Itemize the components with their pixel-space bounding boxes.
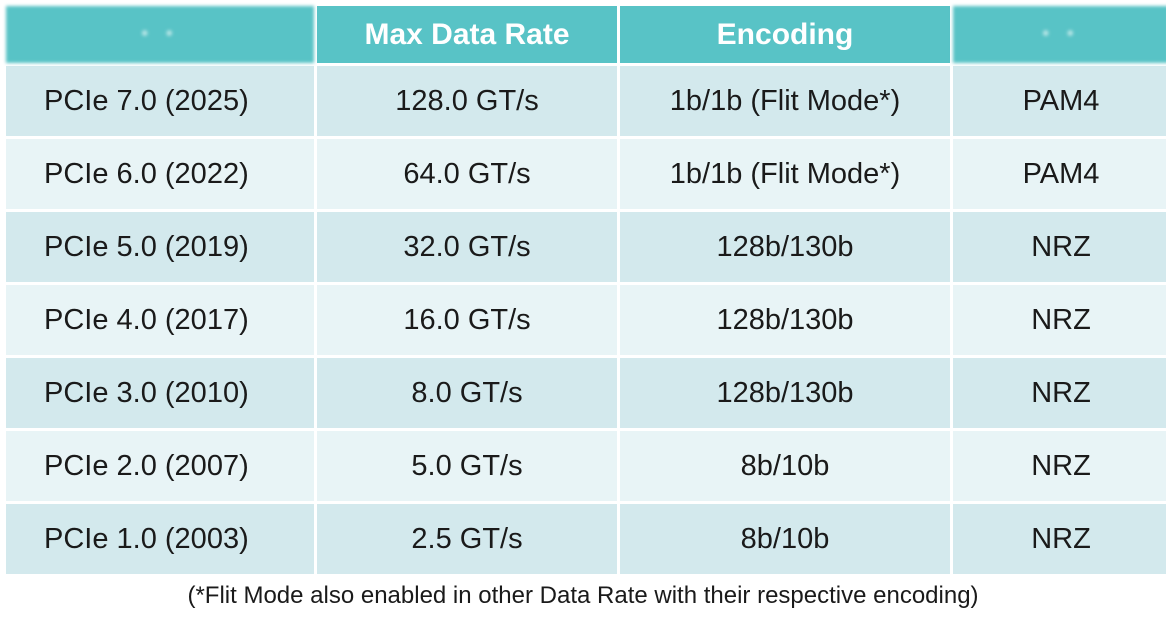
- table-cell-version: PCIe 1.0 (2003): [6, 504, 314, 574]
- table-cell-version: PCIe 6.0 (2022): [6, 139, 314, 209]
- table-cell-encoding: 1b/1b (Flit Mode*): [620, 66, 950, 136]
- header-cell-4: • •: [953, 6, 1166, 63]
- table-cell-version: PCIe 4.0 (2017): [6, 285, 314, 355]
- table-cell-signaling: NRZ: [953, 358, 1166, 428]
- table-cell-signaling: NRZ: [953, 285, 1166, 355]
- table-cell-rate: 8.0 GT/s: [317, 358, 617, 428]
- footnote: (*Flit Mode also enabled in other Data R…: [187, 582, 979, 609]
- table-cell-version: PCIe 5.0 (2019): [6, 212, 314, 282]
- pcie-comparison-table: • • Max Data Rate Encoding • • PCIe 7.0 …: [6, 6, 1166, 574]
- blurred-placeholder: • •: [1042, 23, 1080, 45]
- header-cell-1: • •: [6, 6, 314, 63]
- table-cell-signaling: NRZ: [953, 504, 1166, 574]
- table-cell-encoding: 1b/1b (Flit Mode*): [620, 139, 950, 209]
- table-cell-rate: 5.0 GT/s: [317, 431, 617, 501]
- table-cell-version: PCIe 7.0 (2025): [6, 66, 314, 136]
- table-cell-signaling: NRZ: [953, 431, 1166, 501]
- table-cell-encoding: 128b/130b: [620, 285, 950, 355]
- table-cell-signaling: PAM4: [953, 66, 1166, 136]
- table-cell-signaling: NRZ: [953, 212, 1166, 282]
- header-encoding: Encoding: [620, 6, 950, 63]
- header-max-data-rate: Max Data Rate: [317, 6, 617, 63]
- table-cell-encoding: 128b/130b: [620, 212, 950, 282]
- table-cell-version: PCIe 3.0 (2010): [6, 358, 314, 428]
- blurred-placeholder: • •: [141, 23, 179, 45]
- table-cell-rate: 2.5 GT/s: [317, 504, 617, 574]
- table-cell-rate: 128.0 GT/s: [317, 66, 617, 136]
- table-cell-version: PCIe 2.0 (2007): [6, 431, 314, 501]
- table-cell-rate: 16.0 GT/s: [317, 285, 617, 355]
- table-cell-signaling: PAM4: [953, 139, 1166, 209]
- table-cell-encoding: 8b/10b: [620, 431, 950, 501]
- table-cell-encoding: 8b/10b: [620, 504, 950, 574]
- table-cell-encoding: 128b/130b: [620, 358, 950, 428]
- table-cell-rate: 64.0 GT/s: [317, 139, 617, 209]
- table-cell-rate: 32.0 GT/s: [317, 212, 617, 282]
